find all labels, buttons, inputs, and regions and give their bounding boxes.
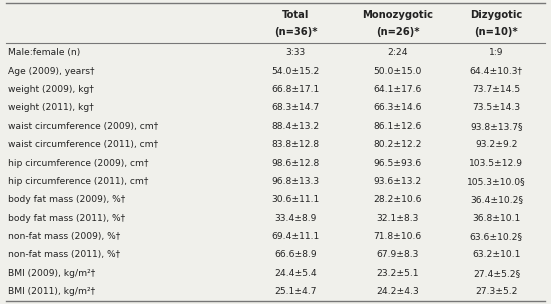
Text: 50.0±15.0: 50.0±15.0 <box>374 67 422 76</box>
Text: body fat mass (2009), %†: body fat mass (2009), %† <box>8 195 126 204</box>
Text: 63.6±10.2§: 63.6±10.2§ <box>470 232 523 241</box>
Text: 73.7±14.5: 73.7±14.5 <box>472 85 520 94</box>
Text: 64.4±10.3†: 64.4±10.3† <box>470 67 523 76</box>
Text: 27.3±5.2: 27.3±5.2 <box>475 287 517 296</box>
Text: hip circumference (2011), cm†: hip circumference (2011), cm† <box>8 177 149 186</box>
Text: 88.4±13.2: 88.4±13.2 <box>272 122 320 131</box>
Text: 32.1±8.3: 32.1±8.3 <box>377 214 419 223</box>
Text: 86.1±12.6: 86.1±12.6 <box>374 122 422 131</box>
Text: 3:33: 3:33 <box>285 48 306 57</box>
Text: 80.2±12.2: 80.2±12.2 <box>374 140 422 149</box>
Text: Age (2009), years†: Age (2009), years† <box>8 67 95 76</box>
Text: Dizygotic: Dizygotic <box>470 10 522 20</box>
Text: non-fat mass (2009), %†: non-fat mass (2009), %† <box>8 232 121 241</box>
Text: 1:9: 1:9 <box>489 48 504 57</box>
Text: Total: Total <box>282 10 310 20</box>
Text: 33.4±8.9: 33.4±8.9 <box>274 214 317 223</box>
Text: 36.8±10.1: 36.8±10.1 <box>472 214 521 223</box>
Text: 63.2±10.1: 63.2±10.1 <box>472 250 521 260</box>
Text: 36.4±10.2§: 36.4±10.2§ <box>470 195 523 204</box>
Text: 93.2±9.2: 93.2±9.2 <box>475 140 517 149</box>
Text: 54.0±15.2: 54.0±15.2 <box>272 67 320 76</box>
Text: (n=36)*: (n=36)* <box>274 27 317 36</box>
Text: weight (2011), kg†: weight (2011), kg† <box>8 103 94 112</box>
Text: 25.1±4.7: 25.1±4.7 <box>274 287 317 296</box>
Text: 83.8±12.8: 83.8±12.8 <box>272 140 320 149</box>
Text: 66.6±8.9: 66.6±8.9 <box>274 250 317 260</box>
Text: 24.2±4.3: 24.2±4.3 <box>376 287 419 296</box>
Text: hip circumference (2009), cm†: hip circumference (2009), cm† <box>8 158 149 168</box>
Text: 93.8±13.7§: 93.8±13.7§ <box>470 122 522 131</box>
Text: 103.5±12.9: 103.5±12.9 <box>469 158 523 168</box>
Text: 93.6±13.2: 93.6±13.2 <box>374 177 422 186</box>
Text: 30.6±11.1: 30.6±11.1 <box>272 195 320 204</box>
Text: 64.1±17.6: 64.1±17.6 <box>374 85 422 94</box>
Text: body fat mass (2011), %†: body fat mass (2011), %† <box>8 214 125 223</box>
Text: BMI (2011), kg/m²†: BMI (2011), kg/m²† <box>8 287 95 296</box>
Text: (n=10)*: (n=10)* <box>474 27 518 36</box>
Text: 24.4±5.4: 24.4±5.4 <box>274 269 317 278</box>
Text: 67.9±8.3: 67.9±8.3 <box>377 250 419 260</box>
Text: waist circumference (2011), cm†: waist circumference (2011), cm† <box>8 140 158 149</box>
Text: waist circumference (2009), cm†: waist circumference (2009), cm† <box>8 122 159 131</box>
Text: 71.8±10.6: 71.8±10.6 <box>374 232 422 241</box>
Text: 23.2±5.1: 23.2±5.1 <box>376 269 419 278</box>
Text: 96.8±13.3: 96.8±13.3 <box>272 177 320 186</box>
Text: 27.4±5.2§: 27.4±5.2§ <box>473 269 520 278</box>
Text: 105.3±10.0§: 105.3±10.0§ <box>467 177 526 186</box>
Text: BMI (2009), kg/m²†: BMI (2009), kg/m²† <box>8 269 95 278</box>
Text: 66.3±14.6: 66.3±14.6 <box>374 103 422 112</box>
Text: Monozygotic: Monozygotic <box>363 10 433 20</box>
Text: 28.2±10.6: 28.2±10.6 <box>374 195 422 204</box>
Text: 96.5±93.6: 96.5±93.6 <box>374 158 422 168</box>
Text: 69.4±11.1: 69.4±11.1 <box>272 232 320 241</box>
Text: 98.6±12.8: 98.6±12.8 <box>272 158 320 168</box>
Text: 68.3±14.7: 68.3±14.7 <box>272 103 320 112</box>
Text: 2:24: 2:24 <box>387 48 408 57</box>
Text: Male:female (n): Male:female (n) <box>8 48 80 57</box>
Text: non-fat mass (2011), %†: non-fat mass (2011), %† <box>8 250 120 260</box>
Text: (n=26)*: (n=26)* <box>376 27 420 36</box>
Text: 73.5±14.3: 73.5±14.3 <box>472 103 520 112</box>
Text: weight (2009), kg†: weight (2009), kg† <box>8 85 94 94</box>
Text: 66.8±17.1: 66.8±17.1 <box>272 85 320 94</box>
